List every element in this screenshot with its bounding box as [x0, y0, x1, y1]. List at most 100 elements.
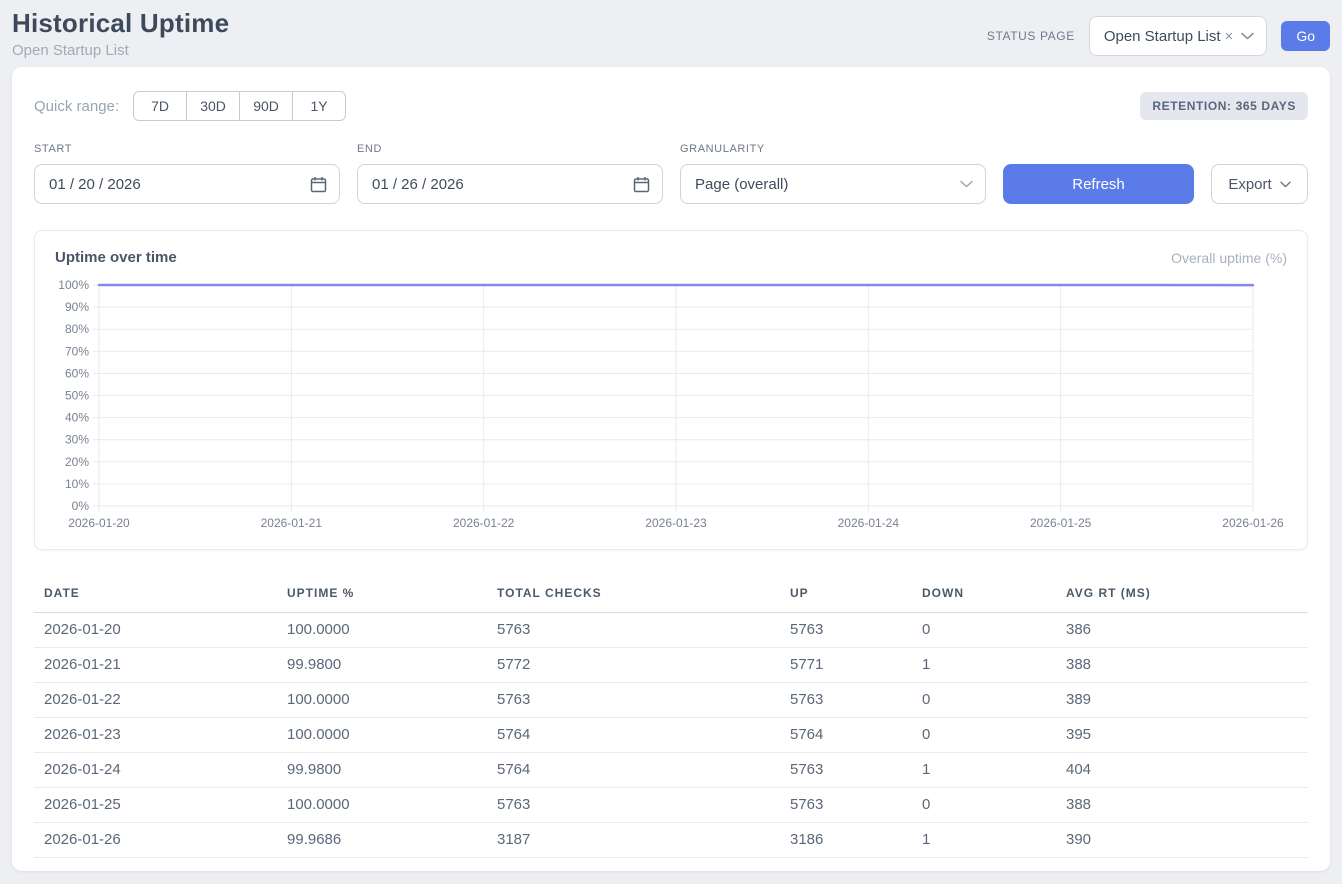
column-header: UPTIME % — [277, 576, 487, 613]
table-cell: 1 — [912, 752, 1056, 788]
header-actions: STATUS PAGE Open Startup List × Go — [987, 16, 1330, 56]
table-row: 2026-01-22 100.0000 5763 5763 0 389 — [34, 682, 1308, 718]
title-block: Historical Uptime Open Startup List — [12, 8, 229, 59]
export-button[interactable]: Export — [1211, 164, 1308, 204]
svg-text:70%: 70% — [65, 344, 89, 358]
table-cell: 404 — [1056, 752, 1308, 788]
table-cell: 0 — [912, 787, 1056, 823]
table-cell: 99.9686 — [277, 822, 487, 858]
table-cell: 5764 — [487, 717, 780, 753]
main-panel: Quick range: 7D 30D 90D 1Y RETENTION: 365 D… — [12, 67, 1330, 871]
table-cell: 2026-01-26 — [34, 822, 277, 858]
granularity-value: Page (overall) — [695, 175, 789, 193]
column-header: AVG RT (MS) — [1056, 576, 1308, 613]
retention-badge: RETENTION: 365 DAYS — [1140, 92, 1308, 120]
svg-text:2026-01-20: 2026-01-20 — [68, 516, 130, 530]
svg-text:30%: 30% — [65, 433, 89, 447]
svg-text:2026-01-21: 2026-01-21 — [261, 516, 323, 530]
quick-range-buttons: 7D 30D 90D 1Y — [133, 91, 347, 121]
svg-text:2026-01-26: 2026-01-26 — [1222, 516, 1284, 530]
start-date-label: START — [34, 143, 73, 155]
end-date-value: 01 / 26 / 2026 — [372, 175, 464, 193]
granularity-field-group: GRANULARITY Page (overall) — [680, 143, 986, 204]
table-cell: 386 — [1056, 612, 1308, 648]
table-cell: 1 — [912, 647, 1056, 683]
table-cell: 5763 — [780, 787, 912, 823]
granularity-label: GRANULARITY — [680, 143, 765, 155]
table-cell: 5763 — [780, 612, 912, 648]
svg-text:20%: 20% — [65, 455, 89, 469]
table-cell: 0 — [912, 612, 1056, 648]
table-cell: 5772 — [487, 647, 780, 683]
chevron-down-icon — [1279, 181, 1291, 187]
filters-row: START 01 / 20 / 2026 END 01 / 26 / 2026 … — [34, 143, 1308, 204]
column-header: DOWN — [912, 576, 1056, 613]
table-cell: 5763 — [487, 612, 780, 648]
svg-text:80%: 80% — [65, 322, 89, 336]
top-controls-row: Quick range: 7D 30D 90D 1Y RETENTION: 365 D… — [34, 91, 1308, 121]
calendar-icon[interactable] — [633, 176, 650, 193]
chart-title: Uptime over time — [55, 249, 177, 266]
table-row: 2026-01-20 100.0000 5763 5763 0 386 — [34, 612, 1308, 648]
table-row: 2026-01-21 99.9800 5772 5771 1 388 — [34, 647, 1308, 683]
uptime-table: DATE UPTIME % TOTAL CHECKS UP DOWN AVG RT (MS… — [34, 576, 1308, 858]
chart-legend: Overall uptime (%) — [1171, 249, 1287, 266]
status-page-select-value: Open Startup List — [1103, 27, 1221, 45]
table-cell: 100.0000 — [277, 682, 487, 718]
start-date-value: 01 / 20 / 2026 — [49, 175, 141, 193]
end-date-label: END — [357, 143, 383, 155]
table-cell: 5764 — [780, 717, 912, 753]
go-button[interactable]: Go — [1281, 21, 1330, 51]
table-row: 2026-01-25 100.0000 5763 5763 0 388 — [34, 787, 1308, 823]
column-header: UP — [780, 576, 912, 613]
table-cell: 1 — [912, 822, 1056, 858]
table-row: 2026-01-24 99.9800 5764 5763 1 404 — [34, 752, 1308, 788]
table-cell: 2026-01-21 — [34, 647, 277, 683]
table-cell: 5763 — [780, 752, 912, 788]
svg-text:50%: 50% — [65, 389, 89, 403]
quick-range-group: Quick range: 7D 30D 90D 1Y — [34, 91, 347, 121]
page-header: Historical Uptime Open Startup List STAT… — [0, 0, 1342, 67]
table-cell: 5764 — [487, 752, 780, 788]
table-cell: 5763 — [487, 682, 780, 718]
uptime-chart-card: Uptime over time Overall uptime (%) 100%… — [34, 230, 1308, 550]
table-cell: 5771 — [780, 647, 912, 683]
end-date-input[interactable]: 01 / 26 / 2026 — [357, 164, 663, 204]
clear-icon[interactable]: × — [1224, 27, 1234, 45]
uptime-line-chart: 100% 90% 80% 70% 60% 50% 40% 30% 20% 10% 0% 2026-01… — [55, 274, 1287, 537]
calendar-icon[interactable] — [310, 176, 327, 193]
start-date-field-group: START 01 / 20 / 2026 — [34, 143, 340, 204]
svg-text:40%: 40% — [65, 411, 89, 425]
status-page-label: STATUS PAGE — [986, 29, 1075, 43]
page-title: Historical Uptime — [12, 8, 230, 38]
granularity-select[interactable]: Page (overall) — [680, 164, 986, 204]
table-cell: 99.9800 — [277, 752, 487, 788]
svg-text:10%: 10% — [65, 477, 89, 491]
chevron-down-icon — [960, 180, 973, 188]
refresh-button[interactable]: Refresh — [1003, 164, 1194, 204]
table-cell: 390 — [1056, 822, 1308, 858]
status-page-select[interactable]: Open Startup List × — [1088, 16, 1268, 56]
table-cell: 388 — [1056, 647, 1308, 683]
table-cell: 389 — [1056, 682, 1308, 718]
start-date-input[interactable]: 01 / 20 / 2026 — [34, 164, 340, 204]
table-cell: 100.0000 — [277, 787, 487, 823]
svg-text:100%: 100% — [58, 278, 89, 292]
svg-text:2026-01-23: 2026-01-23 — [645, 516, 707, 530]
table-cell: 3186 — [780, 822, 912, 858]
quick-range-label: Quick range: — [34, 97, 120, 115]
quick-range-1y[interactable]: 1Y — [292, 91, 347, 121]
table-cell: 100.0000 — [277, 717, 487, 753]
table-cell: 100.0000 — [277, 612, 487, 648]
quick-range-30d[interactable]: 30D — [186, 91, 241, 121]
column-header: DATE — [34, 576, 277, 613]
end-date-field-group: END 01 / 26 / 2026 — [357, 143, 663, 204]
table-cell: 2026-01-25 — [34, 787, 277, 823]
quick-range-7d[interactable]: 7D — [133, 91, 188, 121]
svg-text:2026-01-24: 2026-01-24 — [838, 516, 900, 530]
table-body: 2026-01-20 100.0000 5763 5763 0 386 2026-01-21… — [34, 612, 1308, 858]
table-cell: 2026-01-23 — [34, 717, 277, 753]
table-header-row: DATE UPTIME % TOTAL CHECKS UP DOWN AVG RT (MS… — [34, 576, 1308, 613]
table-cell: 2026-01-24 — [34, 752, 277, 788]
quick-range-90d[interactable]: 90D — [239, 91, 294, 121]
